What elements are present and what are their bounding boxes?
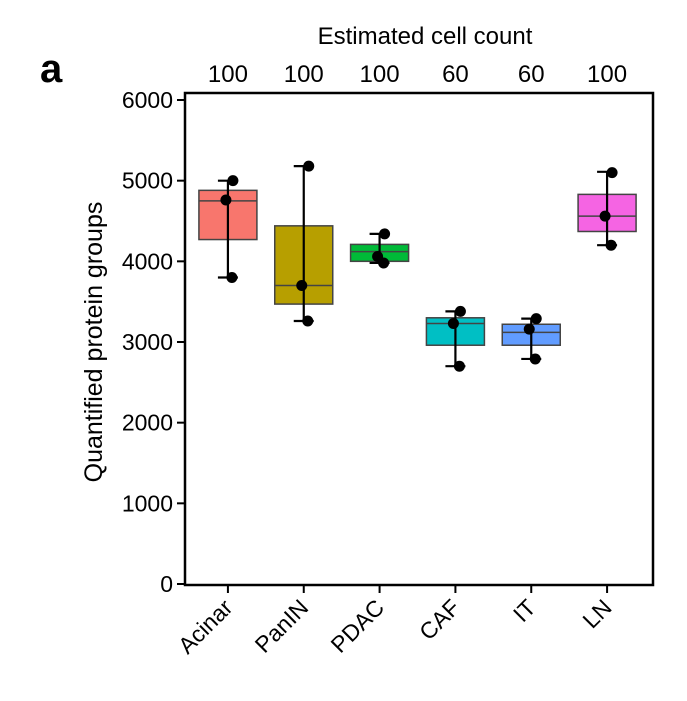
data-point: [303, 160, 315, 172]
data-point: [296, 280, 308, 292]
data-point: [227, 175, 239, 187]
data-point: [220, 194, 232, 206]
data-point: [599, 210, 611, 222]
y-tick-label: 2000: [122, 410, 173, 436]
data-point: [606, 167, 618, 179]
data-point: [523, 323, 535, 335]
box-panin: [274, 160, 334, 327]
data-point: [302, 315, 314, 327]
data-point: [453, 360, 465, 372]
box-it: [501, 313, 561, 365]
box-acinar: [198, 175, 258, 283]
y-axis-title: Quantified protein groups: [80, 202, 108, 483]
data-point: [454, 305, 466, 317]
box-pdac: [349, 228, 410, 269]
x-axis: Acinar PanIN PDAC CAF IT LN: [173, 585, 617, 659]
data-point: [378, 257, 390, 269]
x-tick-label: CAF: [414, 594, 465, 645]
x-tick-label: Acinar: [173, 594, 238, 659]
cell-count-label: 100: [360, 61, 400, 88]
box-ln: [577, 167, 637, 251]
cell-count-label: 100: [284, 61, 324, 88]
data-point: [529, 353, 541, 365]
boxes: [198, 160, 637, 372]
y-tick-label: 1000: [122, 490, 173, 516]
cell-count-label: 60: [442, 61, 469, 88]
x-tick-label: PanIN: [250, 594, 314, 658]
panel-label: a: [40, 47, 63, 91]
data-point: [226, 271, 238, 283]
cell-count-label: 60: [518, 61, 545, 88]
x-tick-label: LN: [577, 594, 616, 633]
plot-frame: [183, 91, 655, 587]
y-tick-label: 0: [160, 571, 173, 597]
data-point: [605, 239, 617, 251]
data-point: [447, 317, 459, 329]
top-axis: 100 100 100 60 60 100: [208, 61, 627, 88]
y-tick-label: 4000: [122, 248, 173, 274]
y-tick-label: 5000: [122, 168, 173, 194]
y-tick-label: 3000: [122, 329, 173, 355]
y-axis: 0 1000 2000 3000 4000 5000 6000: [122, 87, 185, 597]
x-tick-label: PDAC: [326, 594, 390, 658]
data-point: [379, 228, 391, 240]
cell-count-label: 100: [208, 61, 248, 88]
top-axis-title: Estimated cell count: [318, 23, 533, 50]
y-tick-label: 6000: [122, 87, 173, 113]
data-point: [530, 313, 542, 325]
box-caf: [425, 305, 486, 372]
cell-count-label: 100: [587, 61, 627, 88]
x-tick-label: IT: [508, 594, 541, 627]
